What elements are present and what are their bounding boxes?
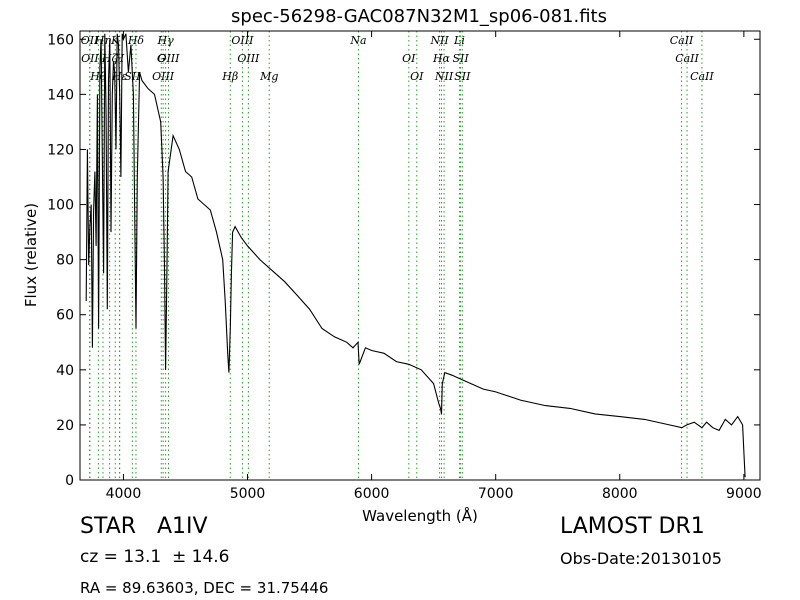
x-tick-label: 6000 [354, 486, 390, 502]
line-label: SII [452, 52, 469, 65]
y-tick-label: 40 [56, 363, 74, 379]
line-label: G [157, 52, 166, 65]
line-label: CaII [675, 52, 699, 65]
survey-name: LAMOST DR1 [560, 514, 705, 539]
line-label: NII [434, 70, 454, 83]
x-axis: 4000 5000 6000 7000 8000 9000 [106, 31, 762, 502]
y-tick-label: 120 [47, 142, 74, 158]
x-axis-label: Wavelength (Å) [362, 506, 478, 525]
plot-frame [79, 30, 761, 481]
redshift-value: cz = 13.1 ± 14.6 [80, 547, 230, 567]
x-tick-label: 5000 [230, 486, 266, 502]
line-label: K [110, 34, 120, 47]
y-tick-label: 160 [47, 32, 74, 48]
line-label: Na [349, 34, 366, 47]
y-tick-label: 140 [47, 87, 74, 103]
y-tick-label: 80 [56, 253, 74, 269]
line-label: CaII [670, 34, 694, 47]
line-label: Hδ [127, 34, 145, 47]
x-tick-label: 9000 [726, 486, 762, 502]
y-tick-label: 100 [47, 198, 74, 214]
object-class: STAR A1IV [80, 514, 208, 539]
line-label: OI [402, 52, 416, 65]
line-label: Hθ [89, 70, 107, 83]
line-label: Hα [432, 52, 451, 65]
chart-title: spec-56298-GAC087N32M1_sp06-081.fits [231, 6, 607, 27]
line-label: OII [81, 34, 99, 47]
line-label: OIII [152, 70, 175, 83]
x-tick-label: 7000 [478, 486, 514, 502]
spectrum-line [85, 33, 746, 478]
obs-date: Obs-Date:20130105 [560, 549, 722, 568]
emission-line-markers [89, 31, 703, 480]
line-label: SII [454, 70, 471, 83]
line-label: Hβ [221, 70, 238, 83]
line-label: OII [81, 52, 99, 65]
line-label: OI [410, 70, 424, 83]
y-axis-label: Flux (relative) [22, 203, 40, 307]
y-tick-label: 60 [56, 308, 74, 324]
line-label: Li [453, 34, 465, 47]
line-label: NII [429, 34, 449, 47]
y-axis: 0 20 40 60 80 100 120 140 160 [47, 32, 760, 489]
coordinates: RA = 89.63603, DEC = 31.75446 [80, 579, 329, 597]
line-labels: OIIOIIHθHηHζHεKHSIIHδGOIIIHγOIIIHβOIIIOI… [81, 34, 715, 83]
x-tick-label: 4000 [106, 486, 142, 502]
y-tick-label: 20 [56, 418, 74, 434]
line-label: Hη [94, 34, 112, 47]
line-label: Mg [259, 70, 278, 83]
y-tick-label: 0 [65, 473, 74, 489]
line-label: CaII [690, 70, 714, 83]
line-label: OIII [157, 52, 180, 65]
line-label: OIII [237, 52, 260, 65]
x-tick-label: 8000 [602, 486, 638, 502]
line-label: OIII [231, 34, 254, 47]
line-label: Hγ [157, 34, 175, 47]
